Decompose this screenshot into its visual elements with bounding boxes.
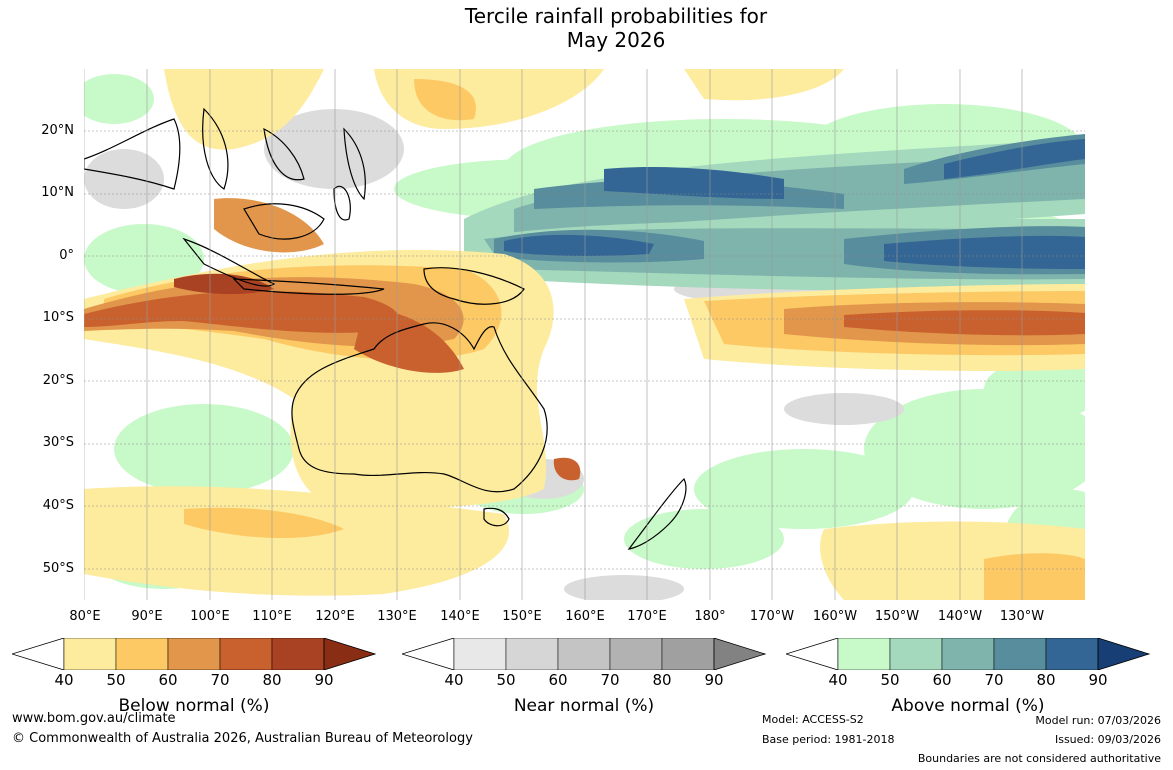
lon-label-150e: 150°E — [502, 609, 542, 624]
meridians — [84, 69, 1023, 600]
lon-label-170w: 170°W — [749, 609, 795, 624]
lon-label-120e: 120°E — [315, 609, 355, 624]
probability-map — [84, 69, 1085, 600]
lat-label-30s: 30°S — [42, 435, 74, 450]
colorbar-near-swatches — [402, 638, 766, 670]
colorbar-above-normal — [786, 638, 1150, 670]
lat-label-20s: 20°S — [42, 373, 74, 388]
lon-label-170e: 170°E — [627, 609, 667, 624]
lon-label-160e: 160°E — [565, 609, 605, 624]
lon-label-100e: 100°E — [190, 609, 230, 624]
lon-label-150w: 150°W — [874, 609, 920, 624]
lat-label-50s: 50°S — [42, 561, 74, 576]
above-tick-70: 70 — [984, 671, 1004, 689]
lat-label-10n: 10°N — [41, 185, 74, 200]
lon-label-110e: 110°E — [252, 609, 292, 624]
lat-label-10s: 10°S — [42, 310, 74, 325]
coastlines — [84, 107, 687, 550]
below-tick-40: 40 — [54, 671, 74, 689]
above-normal-bands — [464, 134, 1085, 291]
below-tick-90: 90 — [314, 671, 334, 689]
lon-label-130e: 130°E — [377, 609, 417, 624]
footer-model: Model: ACCESS-S2 — [762, 713, 864, 726]
map-svg — [84, 69, 1085, 600]
near-tick-50: 50 — [496, 671, 516, 689]
above-normal-title: Above normal (%) — [891, 696, 1045, 716]
title-line-2: May 2026 — [566, 28, 666, 52]
lon-label-80e: 80°E — [69, 609, 101, 624]
above-tick-60: 60 — [932, 671, 952, 689]
below-tick-60: 60 — [158, 671, 178, 689]
colorbar-below-normal — [12, 638, 376, 670]
footer-url[interactable]: www.bom.gov.au/climate — [12, 711, 176, 726]
below-tick-80: 80 — [262, 671, 282, 689]
footer-base-period: Base period: 1981-2018 — [762, 733, 895, 746]
below-tick-50: 50 — [106, 671, 126, 689]
above-tick-80: 80 — [1036, 671, 1056, 689]
near-tick-70: 70 — [600, 671, 620, 689]
lon-label-140e: 140°E — [440, 609, 480, 624]
lon-label-140w: 140°W — [937, 609, 983, 624]
footer-boundaries-note: Boundaries are not considered authoritat… — [917, 752, 1161, 765]
colorbar-above-swatches — [786, 638, 1150, 670]
footer-model-run: Model run: 07/03/2026 — [1035, 714, 1161, 727]
above-tick-50: 50 — [880, 671, 900, 689]
chart-title: Tercile rainfall probabilities for May 2… — [0, 4, 1173, 52]
lon-label-180: 180° — [694, 609, 726, 624]
lat-label-40s: 40°S — [42, 498, 74, 513]
footer-copyright: © Commonwealth of Australia 2026, Austra… — [12, 731, 473, 746]
near-tick-80: 80 — [652, 671, 672, 689]
graticule — [84, 130, 1085, 570]
below-normal-title: Below normal (%) — [118, 696, 270, 716]
near-tick-90: 90 — [704, 671, 724, 689]
lon-label-160w: 160°W — [812, 609, 858, 624]
colorbar-below-swatches — [12, 638, 376, 670]
title-line-1: Tercile rainfall probabilities for — [464, 4, 768, 28]
lat-label-0: 0° — [59, 248, 74, 263]
lon-label-130w: 130°W — [999, 609, 1045, 624]
above-tick-40: 40 — [828, 671, 848, 689]
near-normal-title: Near normal (%) — [513, 696, 655, 716]
lat-label-20n: 20°N — [41, 123, 74, 138]
below-tick-70: 70 — [210, 671, 230, 689]
colorbar-near-normal — [402, 638, 766, 670]
lon-label-90e: 90°E — [131, 609, 163, 624]
above-tick-90: 90 — [1088, 671, 1108, 689]
footer-issued: Issued: 09/03/2026 — [1054, 733, 1161, 746]
near-tick-40: 40 — [444, 671, 464, 689]
near-tick-60: 60 — [548, 671, 568, 689]
